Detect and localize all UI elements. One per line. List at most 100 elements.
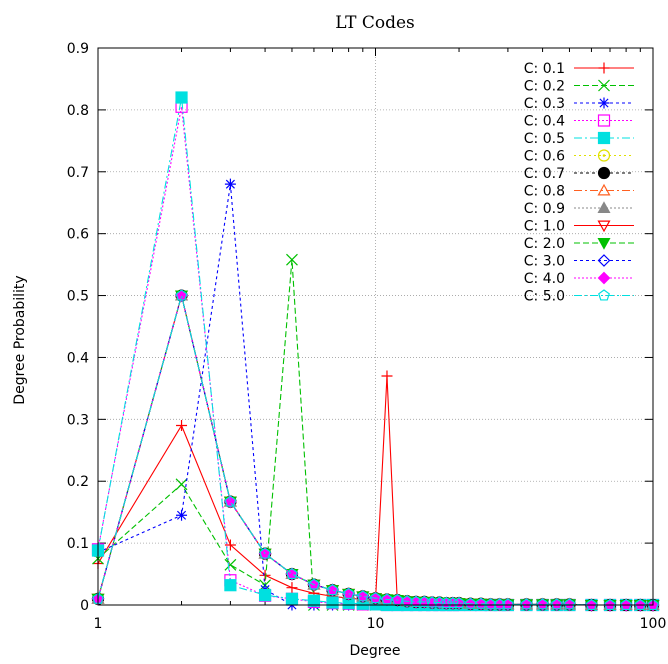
data-point: [326, 596, 339, 609]
data-point: [426, 596, 439, 608]
data-point: [286, 253, 298, 266]
data-point: [326, 583, 339, 597]
data-point: [258, 588, 272, 602]
data-point: [175, 289, 188, 302]
data-point: [520, 598, 533, 610]
data-point: [176, 420, 188, 432]
data-point: [598, 97, 610, 109]
legend-label: C: 0.9: [524, 201, 565, 217]
x-tick-label: 1: [94, 616, 103, 632]
data-point: [307, 594, 321, 607]
legend: C: 0.1C: 0.2C: 0.3C: 0.4C: 0.5C: 0.6C: 0…: [524, 61, 634, 305]
legend-label: C: 0.8: [524, 184, 565, 200]
legend-label: C: 3.0: [524, 254, 565, 270]
y-tick-label: 0.6: [67, 227, 89, 243]
data-point: [224, 558, 237, 571]
y-axis: 0 0.1 0.2 0.3 0.4 0.5 0.6 0.7 0.8 0.9: [67, 41, 653, 614]
chart-title: LT Codes: [335, 13, 415, 33]
data-point: [224, 178, 236, 190]
data-point: [176, 509, 188, 521]
data-point: [369, 591, 382, 604]
legend-entry: C: 0.9: [524, 201, 634, 217]
data-point: [464, 597, 477, 609]
legend-entry: C: 5.0: [524, 289, 634, 305]
point-ring: [597, 149, 611, 162]
data-point: [175, 478, 188, 491]
data-point: [501, 598, 514, 610]
data-point: [381, 593, 393, 605]
legend-label: C: 4.0: [524, 271, 565, 287]
data-point: [308, 578, 320, 590]
legend-entry: C: 4.0: [524, 271, 634, 287]
data-point: [342, 587, 355, 599]
x-tick-label: 10: [367, 616, 385, 632]
y-tick-label: 0.4: [67, 350, 89, 366]
data-point: [634, 598, 647, 611]
data-point: [647, 598, 659, 611]
data-point: [563, 598, 576, 611]
data-point: [175, 91, 188, 104]
data-point: [286, 582, 298, 594]
series-c-0-1: [92, 370, 659, 611]
data-point: [224, 495, 237, 508]
legend-entry: C: 0.4: [524, 114, 634, 130]
y-tick-label: 0.5: [67, 289, 89, 305]
data-point: [598, 62, 610, 74]
data-point: [381, 370, 393, 382]
y-tick-label: 0.9: [67, 41, 89, 57]
legend-label: C: 0.3: [524, 96, 565, 112]
legend-label: C: 0.2: [524, 79, 565, 95]
data-point: [175, 289, 188, 301]
point-dot: [602, 154, 606, 157]
y-tick-label: 0.2: [67, 474, 89, 490]
y-tick-label: 0.1: [67, 536, 89, 552]
data-point: [475, 597, 487, 609]
data-point: [440, 596, 453, 609]
data-point: [598, 79, 610, 92]
data-point: [224, 579, 237, 592]
data-point: [520, 598, 533, 611]
plot-frame: [97, 47, 654, 606]
data-point: [597, 114, 611, 127]
data-point: [597, 183, 611, 196]
data-point: [453, 596, 465, 609]
data-point: [224, 539, 236, 551]
legend-entry: C: 0.1: [524, 61, 634, 77]
series-line: [97, 106, 653, 606]
legend-entry: C: 3.0: [524, 254, 634, 270]
data-point: [597, 149, 611, 162]
data-point: [597, 131, 611, 145]
data-point: [620, 598, 633, 611]
y-tick-label: 0.7: [67, 165, 89, 181]
y-tick-label: 0.8: [67, 103, 89, 119]
x-axis: 1 10 100: [94, 48, 667, 632]
data-point: [285, 567, 299, 581]
data-point: [285, 592, 299, 605]
legend-label: C: 2.0: [524, 236, 565, 252]
legend-entry: C: 0.6: [524, 149, 634, 165]
legend-label: C: 0.1: [524, 61, 565, 77]
legend-entry: C: 2.0: [524, 236, 634, 252]
legend-label: C: 0.5: [524, 131, 565, 147]
data-point: [401, 595, 414, 607]
data-point: [356, 589, 370, 603]
data-point: [597, 201, 611, 213]
x-tick-label: 100: [640, 616, 667, 632]
legend-entry: C: 0.2: [524, 79, 634, 95]
data-point: [597, 254, 611, 267]
data-point: [259, 547, 272, 559]
data-point: [446, 596, 459, 609]
y-tick-label: 0.3: [67, 412, 89, 428]
data-point: [585, 598, 598, 611]
data-point: [224, 495, 237, 507]
data-point: [536, 598, 549, 611]
minor-ticks: [181, 48, 641, 605]
data-point: [342, 587, 355, 601]
legend-label: C: 0.6: [524, 149, 565, 165]
data-point: [356, 590, 369, 602]
legend-entry: C: 0.3: [524, 96, 634, 112]
data-point: [604, 598, 616, 611]
legend-entry: C: 0.7: [524, 166, 634, 182]
data-point: [550, 598, 563, 610]
legend-entry: C: 1.0: [524, 219, 634, 235]
